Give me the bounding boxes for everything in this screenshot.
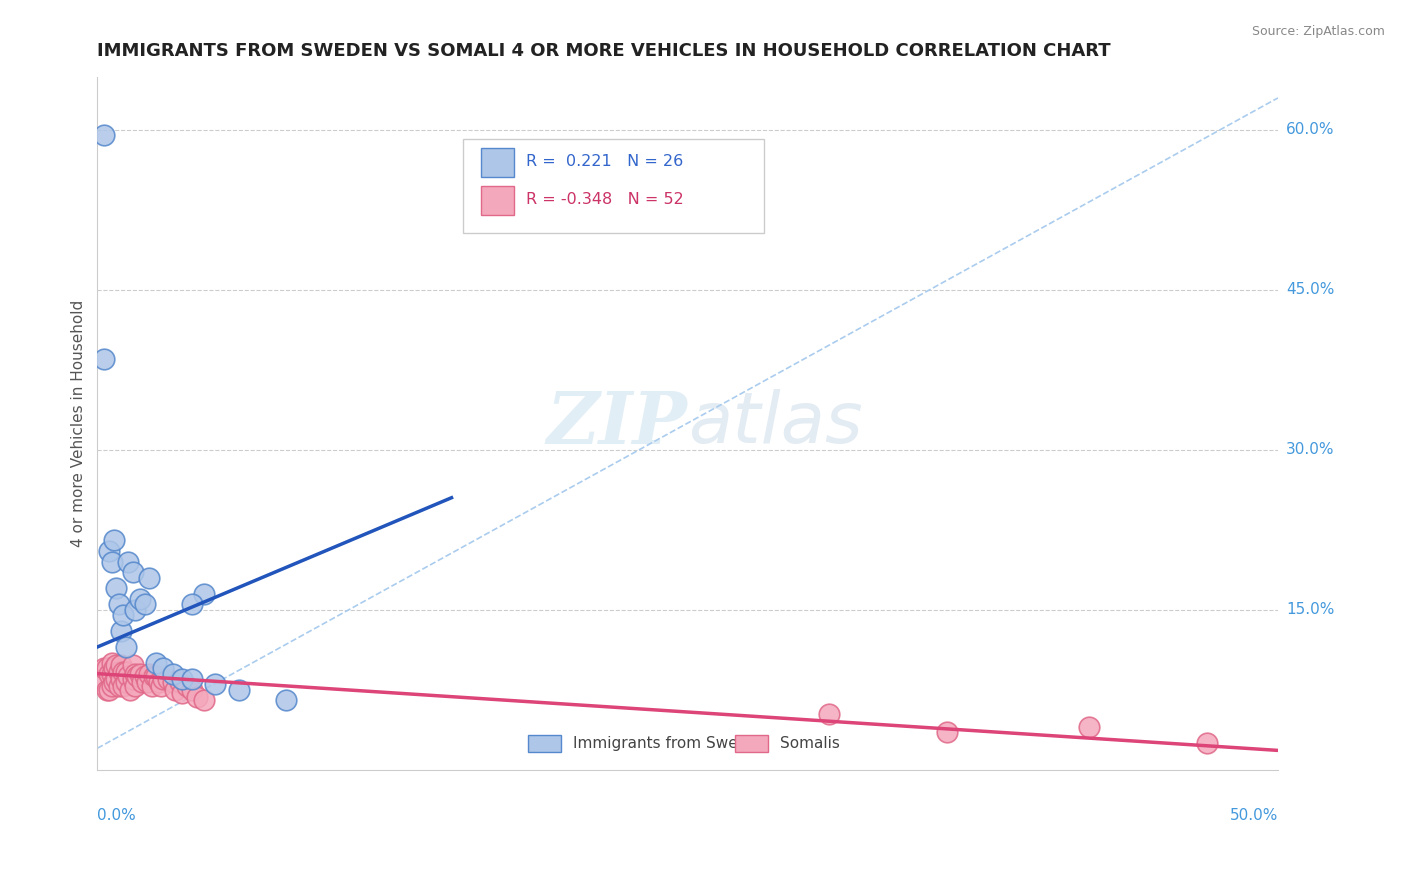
Point — [157, 672, 180, 686]
Point — [112, 665, 135, 679]
Point — [1078, 720, 1101, 734]
Point — [98, 666, 121, 681]
Point — [121, 566, 143, 580]
Point — [134, 669, 156, 683]
Point — [98, 544, 121, 558]
Point — [124, 602, 146, 616]
Text: IMMIGRANTS FROM SWEDEN VS SOMALI 4 OR MORE VEHICLES IN HOUSEHOLD CORRELATION CHA: IMMIGRANTS FROM SWEDEN VS SOMALI 4 OR MO… — [97, 42, 1111, 60]
Text: 50.0%: 50.0% — [1230, 808, 1278, 823]
Point — [276, 693, 298, 707]
Point — [100, 656, 122, 670]
Text: Somalis: Somalis — [780, 736, 839, 751]
Point — [114, 640, 136, 654]
Point — [148, 675, 170, 690]
Point — [204, 677, 226, 691]
Point — [176, 680, 198, 694]
Text: 60.0%: 60.0% — [1286, 122, 1334, 137]
Point — [93, 128, 115, 143]
Point — [112, 607, 135, 622]
Point — [180, 682, 202, 697]
Point — [98, 682, 121, 697]
Point — [134, 598, 156, 612]
Point — [180, 672, 202, 686]
Bar — [529, 735, 561, 752]
Point — [818, 707, 841, 722]
Point — [143, 669, 166, 683]
Point — [100, 666, 122, 681]
Point — [186, 690, 208, 704]
Text: 45.0%: 45.0% — [1286, 283, 1334, 297]
Point — [121, 658, 143, 673]
Point — [96, 661, 118, 675]
Text: 15.0%: 15.0% — [1286, 602, 1334, 617]
Point — [152, 661, 174, 675]
Point — [107, 665, 129, 679]
Point — [162, 675, 184, 690]
Point — [141, 680, 163, 694]
Point — [105, 658, 128, 673]
Point — [124, 680, 146, 694]
Point — [117, 555, 139, 569]
Bar — [481, 148, 515, 178]
Point — [91, 672, 114, 686]
Point — [114, 675, 136, 690]
Point — [110, 672, 132, 686]
Text: R =  0.221   N = 26: R = 0.221 N = 26 — [526, 154, 683, 169]
Point — [114, 665, 136, 679]
Point — [936, 725, 959, 739]
Point — [121, 672, 143, 686]
Point — [193, 587, 215, 601]
Point — [169, 675, 191, 690]
Text: ZIP: ZIP — [547, 388, 688, 458]
Point — [138, 571, 160, 585]
Point — [131, 675, 153, 690]
Text: Immigrants from Sweden: Immigrants from Sweden — [574, 736, 766, 751]
Point — [128, 666, 150, 681]
Bar — [735, 735, 768, 752]
Point — [103, 661, 125, 675]
Point — [172, 686, 194, 700]
Point — [162, 666, 184, 681]
Point — [127, 669, 149, 683]
Text: 0.0%: 0.0% — [97, 808, 136, 823]
Point — [100, 555, 122, 569]
Point — [103, 675, 125, 690]
Point — [150, 680, 173, 694]
Point — [128, 592, 150, 607]
Point — [165, 682, 187, 697]
Point — [193, 693, 215, 707]
FancyBboxPatch shape — [464, 139, 765, 233]
Point — [93, 352, 115, 367]
Point — [103, 533, 125, 548]
Y-axis label: 4 or more Vehicles in Household: 4 or more Vehicles in Household — [72, 300, 86, 547]
Point — [180, 598, 202, 612]
Text: 30.0%: 30.0% — [1286, 442, 1334, 458]
Point — [100, 680, 122, 694]
Point — [93, 661, 115, 675]
Text: atlas: atlas — [688, 389, 862, 458]
Point — [110, 624, 132, 638]
Text: Source: ZipAtlas.com: Source: ZipAtlas.com — [1251, 25, 1385, 38]
Text: R = -0.348   N = 52: R = -0.348 N = 52 — [526, 193, 683, 208]
Point — [145, 656, 167, 670]
Point — [172, 672, 194, 686]
Point — [107, 598, 129, 612]
Point — [107, 680, 129, 694]
Point — [120, 682, 142, 697]
Point — [1197, 736, 1219, 750]
Point — [105, 582, 128, 596]
Point — [96, 682, 118, 697]
Point — [112, 680, 135, 694]
Point — [152, 672, 174, 686]
Point — [124, 666, 146, 681]
Point — [145, 669, 167, 683]
Point — [136, 675, 159, 690]
Point — [228, 682, 250, 697]
Bar — [481, 186, 515, 215]
Point — [105, 672, 128, 686]
Point — [110, 658, 132, 673]
Point — [117, 669, 139, 683]
Point — [138, 666, 160, 681]
